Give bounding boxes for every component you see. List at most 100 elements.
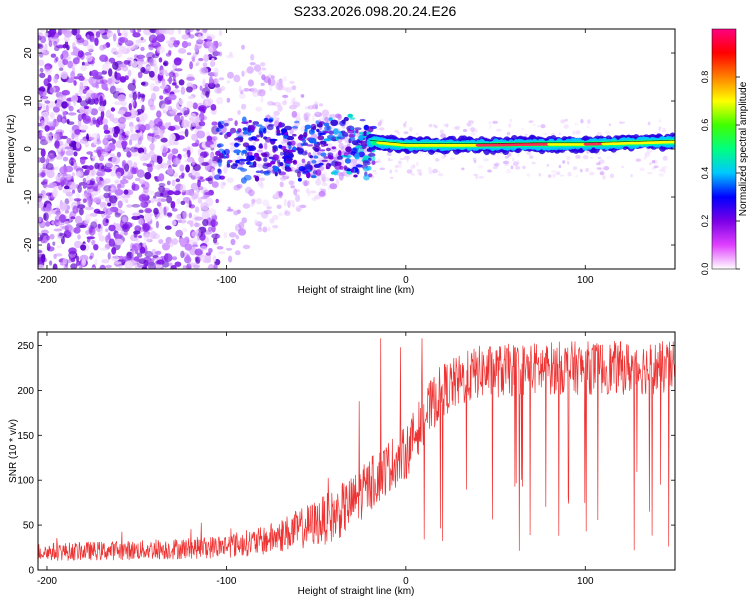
spectrogram-blob (84, 219, 90, 225)
spectrogram-blob (68, 105, 74, 112)
spectrogram-blob (211, 181, 219, 188)
spectrogram-blob (107, 232, 111, 241)
spectrogram-blob (138, 97, 143, 104)
spectrogram-blob (62, 58, 69, 66)
spectrogram-blob (197, 179, 201, 188)
spectrogram-blob (404, 121, 408, 124)
spectrogram-blob (77, 204, 86, 209)
spectrogram-blob (238, 93, 246, 99)
spectrogram-blob (42, 178, 49, 184)
spectrogram-blob (362, 159, 370, 164)
spectrogram-blob (237, 110, 241, 115)
spectrogram-blob (517, 159, 520, 165)
spectrogram-blob (91, 169, 95, 176)
spectrogram-blob (136, 116, 140, 122)
spectrogram-blob (193, 222, 201, 227)
spectrogram-blob (196, 39, 204, 45)
spectrogram-blob (38, 122, 42, 127)
spectrogram-blob (55, 102, 63, 108)
spectrogram-blob (108, 57, 116, 64)
spectrogram-blob (95, 83, 99, 89)
spectrogram-blob (42, 183, 49, 190)
spectrogram-blob (88, 133, 92, 141)
spectrogram-blob (212, 255, 217, 263)
spectrogram-blob (91, 29, 97, 33)
spectrogram-blob (575, 154, 581, 159)
spectrogram-blob (579, 168, 583, 173)
spectrogram-blob (134, 264, 141, 269)
spectrogram-blob (603, 166, 610, 171)
spectrogram-blob (363, 167, 370, 172)
spectrogram-blob (167, 125, 176, 131)
spectrogram-blob (288, 144, 292, 150)
spectrogram-blob (368, 152, 376, 157)
spectrogram-blob (198, 155, 205, 164)
spectrogram-blob (171, 220, 177, 226)
spectrogram-blob (56, 222, 65, 226)
spectrogram-blob (297, 177, 302, 182)
spectrogram-blob (309, 190, 317, 194)
spectrogram-blob (157, 75, 162, 84)
spectrogram-blob (133, 162, 138, 168)
spectrogram-blob (52, 166, 60, 171)
spectrogram-blob (543, 132, 548, 136)
spectrogram-blob (217, 143, 224, 148)
spectrogram-blob (288, 180, 294, 186)
spectrogram-blob (81, 258, 87, 266)
spectrogram-blob (139, 112, 148, 121)
spectrogram-blob (65, 150, 75, 156)
spectrogram-blob (111, 155, 121, 165)
spectrogram-blob (39, 29, 46, 32)
spectrogram-blob (140, 46, 145, 52)
spectrogram-blob (257, 149, 263, 153)
spectrogram-blob (79, 224, 87, 229)
spectrogram-blob (136, 61, 143, 69)
spectrogram-blob (119, 76, 127, 83)
spectrogram-blob (108, 68, 113, 77)
spectrogram-blob (135, 58, 145, 62)
spectrogram-blob (199, 106, 205, 111)
spectrogram-blob (240, 150, 244, 156)
spectrogram-blob (575, 175, 578, 178)
spectrogram-blob (136, 54, 146, 59)
spectrogram-blob (285, 157, 293, 161)
spectrogram-blob (416, 161, 419, 167)
spectrogram-blob (40, 148, 46, 157)
spectrogram-blob (107, 202, 112, 207)
spectrogram-blob (151, 92, 157, 102)
spectrogram-blob (372, 169, 377, 173)
spectrogram-blob (323, 177, 331, 182)
spectrogram-blob (99, 79, 108, 84)
spectrogram-blob (242, 127, 247, 131)
spectrogram-blob (268, 123, 275, 127)
spectrogram-y-tick-label: 20 (23, 47, 34, 59)
spectrogram-blob (64, 146, 74, 150)
spectrogram-blob (643, 156, 648, 160)
spectrogram-blob (246, 66, 254, 74)
spectrogram-blob (314, 111, 322, 117)
spectrogram-blob (66, 174, 72, 181)
spectrogram-blob (266, 206, 273, 210)
spectrogram-blob (205, 252, 212, 256)
spectrogram-blob (546, 164, 549, 167)
spectrogram-blob (242, 131, 248, 135)
spectrogram-blob (208, 247, 213, 254)
spectrogram-blob (96, 116, 105, 126)
snr-x-tick-label: 100 (577, 576, 594, 587)
spectrogram-blob (119, 263, 123, 269)
spectrogram-blob (90, 108, 98, 116)
snr-y-tick-label: 250 (17, 341, 34, 352)
spectrogram-blob (194, 44, 200, 53)
spectrogram-blob (536, 125, 541, 128)
spectrogram-blob (204, 208, 211, 213)
spectrogram-blob (167, 190, 174, 196)
spectrogram-blob (255, 198, 262, 205)
spectrogram-blob (63, 264, 69, 269)
spectrogram-blob (323, 156, 330, 159)
spectrogram-blob (532, 123, 536, 127)
spectrogram-blob (156, 46, 165, 54)
spectrogram-blob (131, 109, 138, 117)
spectrogram-blob (211, 224, 216, 233)
spectrogram-y-tick-label: -10 (23, 189, 34, 204)
spectrogram-blob (305, 188, 310, 194)
